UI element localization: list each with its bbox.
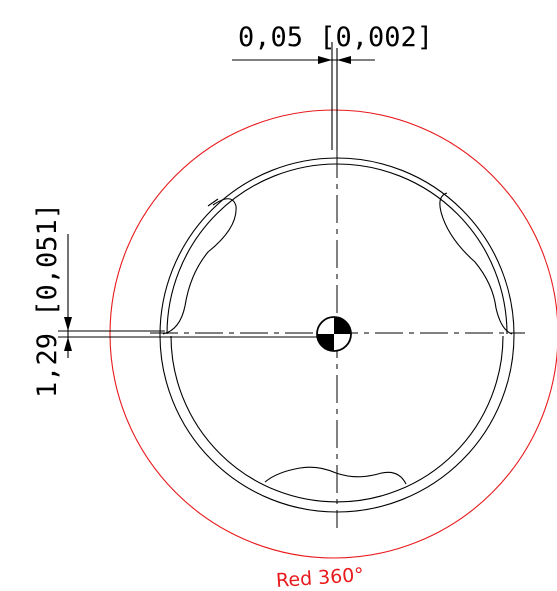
vertical-dimension: 1,29 [0,051]: [32, 203, 320, 398]
bottom-lobe: [264, 466, 407, 485]
vertical-dimension-text: 1,29 [0,051]: [32, 203, 63, 398]
right-lobe: [439, 192, 513, 335]
rotation-label: Red 360°: [275, 564, 364, 591]
left-lobe-edge: [207, 198, 219, 207]
rotation-circle: [109, 109, 557, 559]
center-of-gravity-symbol: [316, 316, 352, 352]
horizontal-dimension-text: 0,05 [0,002]: [238, 22, 433, 53]
left-lobe: [162, 198, 237, 335]
horizontal-dimension: 0,05 [0,002]: [232, 22, 433, 150]
